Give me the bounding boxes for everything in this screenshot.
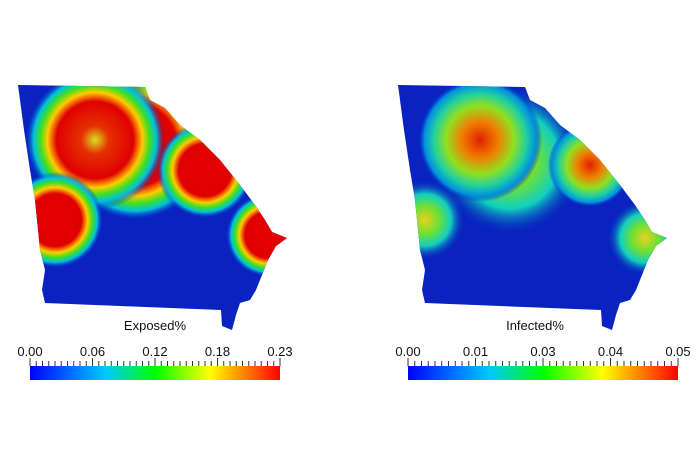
colorbar-title: Exposed% [124,318,187,333]
colorbar-tick-label: 0.05 [665,344,690,359]
infected-map-group [398,85,667,330]
infected-map [398,85,667,330]
colorbar [408,366,678,380]
colorbar-tick-label: 0.01 [463,344,488,359]
colorbar-tick-label: 0.03 [530,344,555,359]
colorbar-tick-label: 0.00 [17,344,42,359]
colorbar-title: Infected% [506,318,564,333]
colorbar-tick-label: 0.06 [80,344,105,359]
colorbar-ticks: 0.00 0.06 0.12 0.18 0.23 0.00 0.01 0.03 0.04 0.05 [17,344,691,366]
colorbar-tick-label: 0.18 [205,344,230,359]
exposed-map [18,85,287,330]
colorbar-tick-label: 0.12 [142,344,167,359]
colorbar [30,366,280,380]
colorbar-tick-label: 0.23 [267,344,292,359]
colorbar-tick-label: 0.04 [598,344,623,359]
colorbar-tick-label: 0.00 [395,344,420,359]
